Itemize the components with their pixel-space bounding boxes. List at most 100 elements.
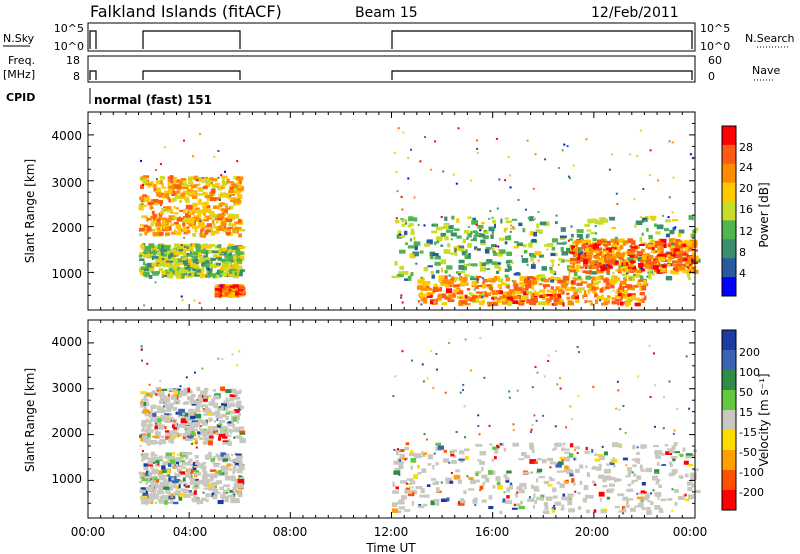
echo-cell	[175, 266, 181, 271]
echo-cell	[511, 261, 514, 264]
echo-cell	[440, 498, 448, 502]
echo-cell	[144, 246, 150, 251]
echo-cell	[617, 301, 620, 306]
echo-cell	[178, 247, 184, 252]
echo-cell	[554, 350, 557, 352]
echo-cell	[566, 283, 569, 286]
echo-cell	[183, 139, 185, 142]
echo-cell	[235, 213, 238, 218]
echo-cell	[196, 496, 199, 499]
echo-cell	[654, 256, 659, 260]
echo-cell	[167, 458, 171, 461]
echo-cell	[630, 261, 635, 267]
echo-cell	[690, 477, 697, 480]
echo-cell	[213, 406, 218, 409]
echo-cell	[141, 359, 143, 362]
echo-cell	[236, 364, 238, 367]
echo-cell	[614, 277, 621, 282]
echo-cell	[593, 281, 599, 285]
echo-cell	[164, 409, 168, 412]
echo-cell	[154, 222, 157, 225]
echo-cell	[420, 303, 423, 306]
echo-cell	[613, 465, 616, 468]
echo-cell	[159, 260, 167, 265]
echo-cell	[645, 494, 650, 499]
echo-cell	[615, 238, 619, 242]
echo-cell	[511, 300, 519, 304]
echo-cell	[398, 473, 401, 476]
echo-cell	[401, 495, 407, 500]
echo-cell	[648, 174, 651, 177]
echo-cell	[215, 245, 222, 249]
echo-cell	[229, 205, 234, 210]
echo-cell	[190, 422, 193, 425]
echo-cell	[533, 461, 538, 464]
echo-cell	[435, 481, 440, 484]
echo-cell	[199, 437, 203, 441]
echo-cell	[633, 253, 636, 258]
echo-cell	[586, 229, 592, 232]
echo-cell	[618, 255, 624, 260]
echo-cell	[570, 246, 573, 252]
echo-cell	[481, 499, 487, 503]
echo-cell	[175, 485, 179, 490]
echo-cell	[536, 223, 540, 229]
echo-cell	[425, 292, 429, 296]
echo-cell	[148, 480, 154, 483]
echo-cell	[189, 468, 194, 474]
echo-cell	[235, 292, 239, 296]
echo-cell	[492, 292, 498, 295]
echo-cell	[223, 229, 230, 233]
echo-cell	[191, 225, 199, 230]
echo-cell	[236, 293, 241, 298]
echo-cell	[659, 242, 664, 247]
echo-cell	[400, 195, 403, 198]
echo-cell	[398, 506, 405, 510]
echo-cell	[640, 242, 647, 245]
echo-cell	[535, 229, 541, 233]
echo-cell	[191, 412, 195, 416]
echo-cell	[596, 266, 599, 270]
echo-cell	[636, 475, 642, 480]
echo-cell	[191, 393, 196, 398]
echo-cell	[437, 294, 442, 300]
echo-cell	[537, 468, 543, 473]
echo-cell	[175, 231, 182, 236]
echo-cell	[217, 500, 224, 505]
echo-cell	[466, 236, 469, 240]
echo-cell	[644, 259, 652, 262]
echo-cell	[445, 288, 453, 294]
echo-cell	[539, 289, 545, 293]
echo-cell	[484, 477, 490, 483]
echo-cell	[394, 467, 400, 472]
echo-cell	[239, 477, 245, 480]
echo-cell	[593, 483, 597, 486]
echo-cell	[669, 229, 673, 235]
echo-cell	[654, 384, 657, 387]
echo-cell	[189, 271, 196, 277]
echo-cell	[185, 213, 191, 218]
echo-cell	[236, 259, 243, 263]
echo-cell	[693, 454, 696, 457]
echo-cell	[538, 283, 543, 286]
echo-cell	[158, 498, 164, 503]
echo-cell	[635, 249, 638, 253]
echo-cell	[457, 479, 462, 484]
echo-cell	[535, 276, 541, 281]
echo-cell	[161, 388, 168, 391]
echo-cell	[607, 261, 611, 265]
echo-cell	[471, 263, 478, 267]
echo-cell	[615, 407, 618, 410]
echo-cell	[468, 253, 471, 256]
echo-cell	[565, 251, 573, 255]
echo-cell	[596, 296, 604, 301]
echo-cell	[162, 477, 165, 481]
echo-cell	[203, 436, 210, 441]
echo-cell	[534, 153, 537, 156]
echo-cell	[158, 244, 164, 248]
echo-cell	[232, 487, 237, 492]
echo-cell	[164, 439, 167, 445]
echo-cell	[599, 217, 606, 223]
echo-cell	[224, 205, 228, 208]
echo-cell	[636, 154, 639, 157]
